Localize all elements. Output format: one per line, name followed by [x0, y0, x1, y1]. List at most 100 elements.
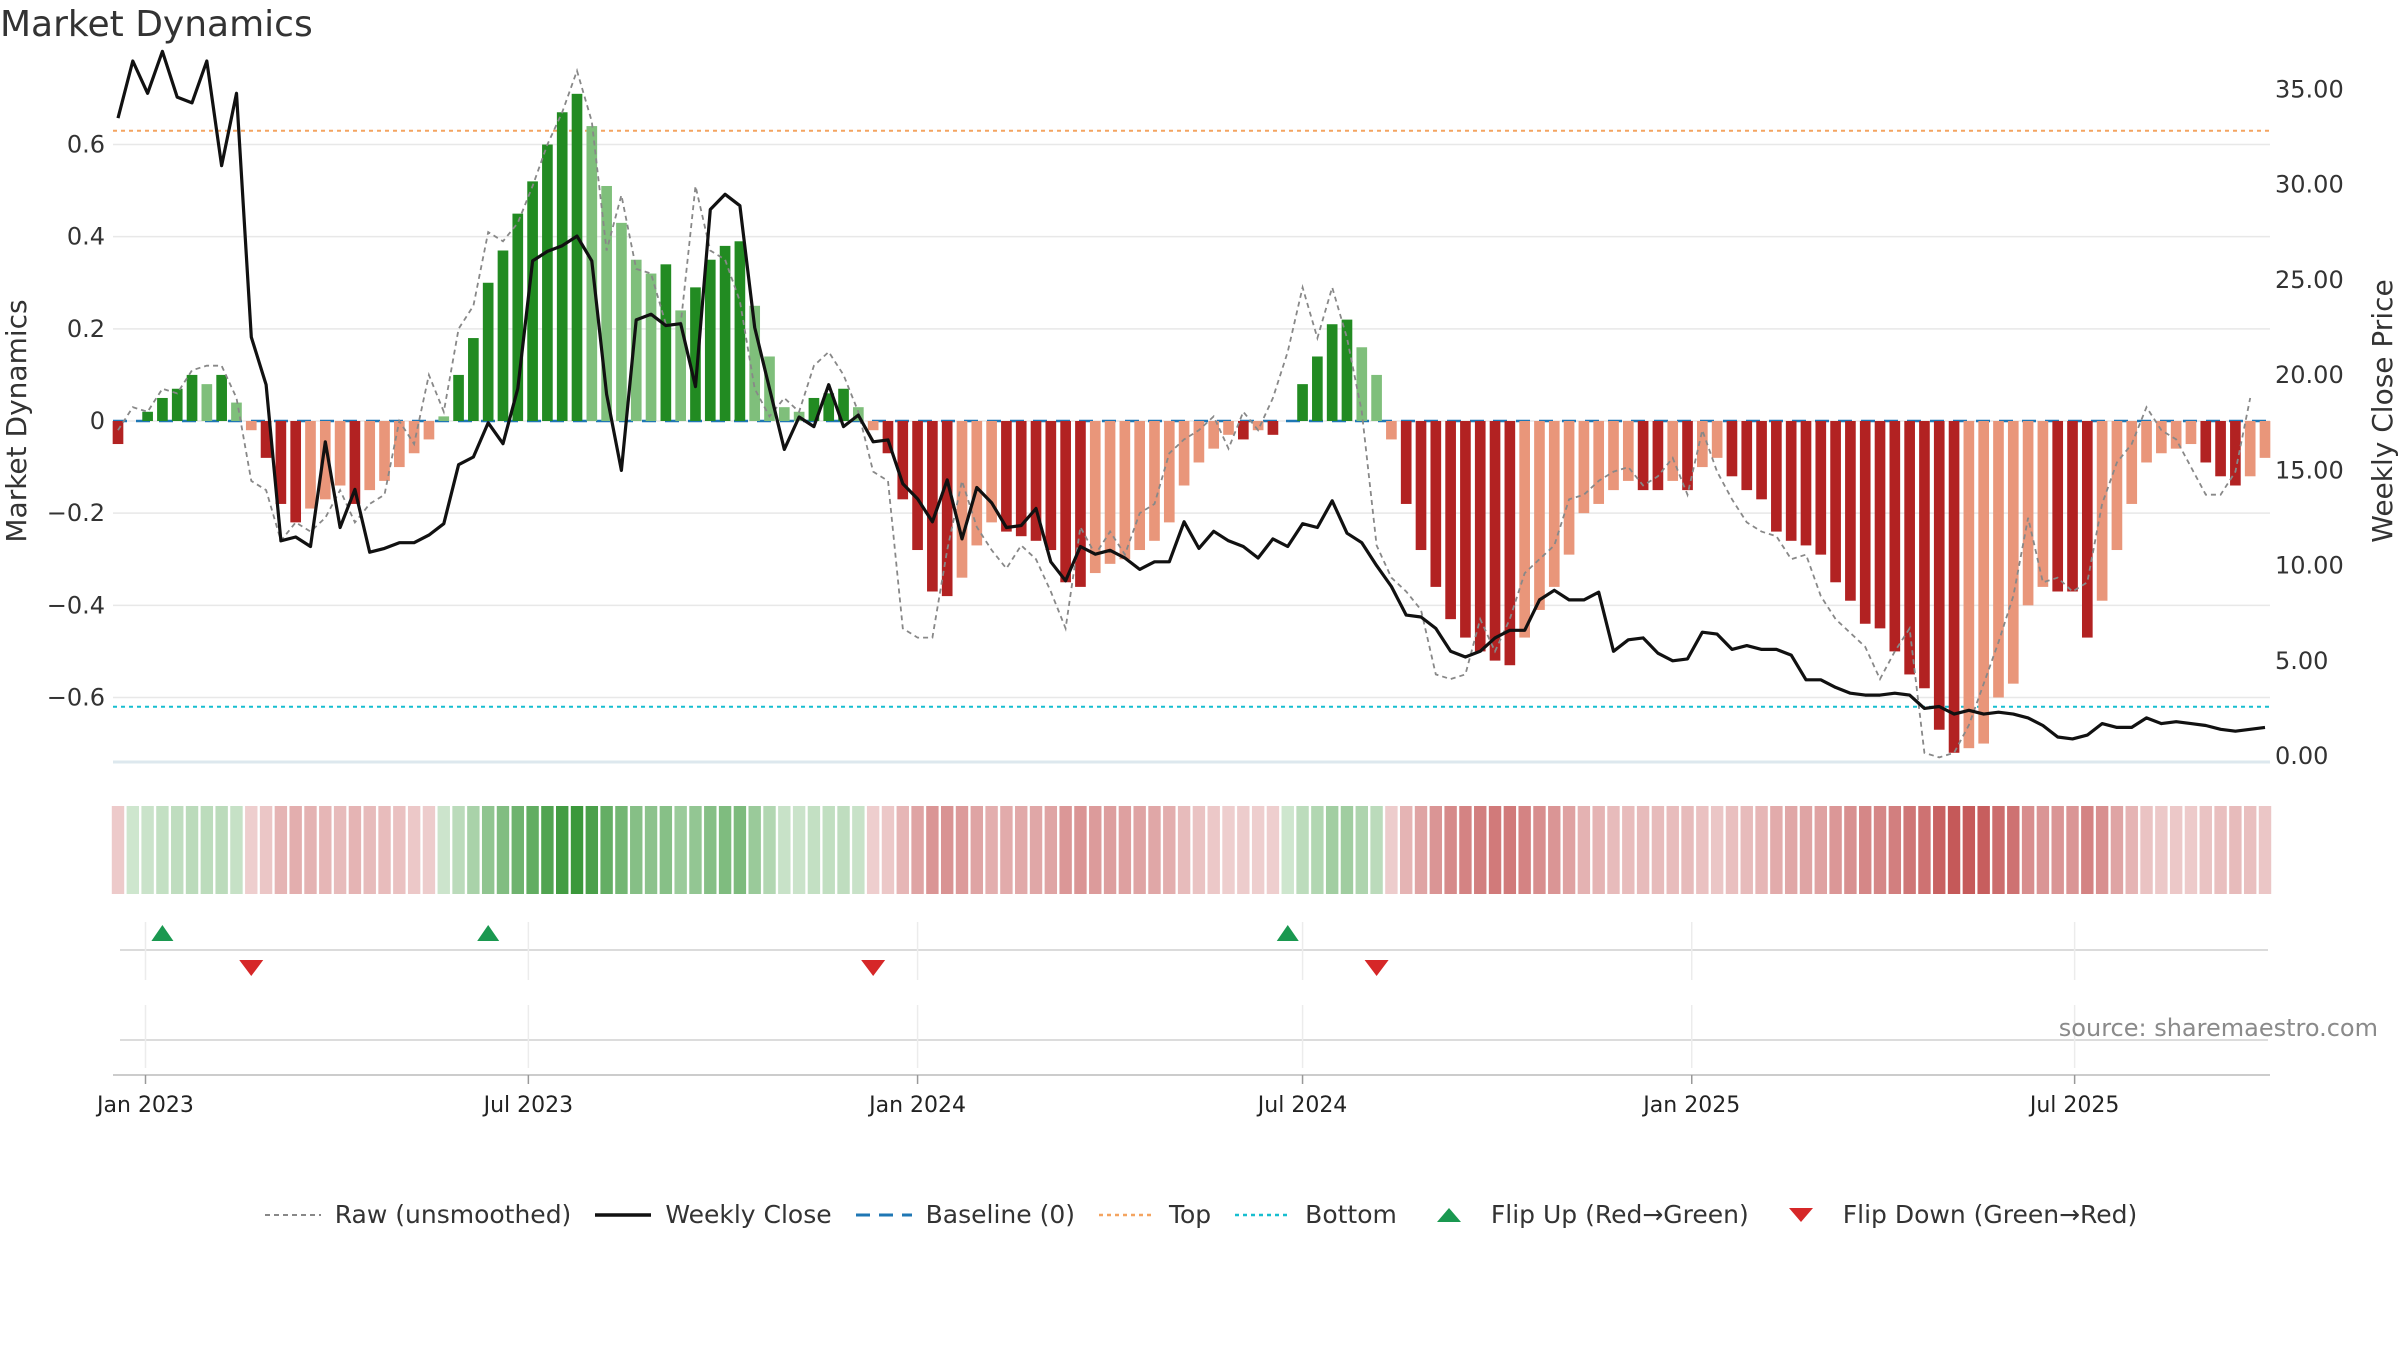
heat-cell [1222, 806, 1235, 894]
dynamics-bar [305, 421, 316, 509]
x-tick-label: Jul 2025 [2028, 1093, 2120, 1118]
flip-up-marker [1276, 925, 1299, 941]
heat-cell [1177, 806, 1191, 894]
heat-cell [1725, 806, 1739, 894]
dynamics-bar [1608, 421, 1619, 491]
heat-cell [496, 806, 510, 894]
heat-cell [141, 806, 154, 894]
dynamics-bar [497, 250, 509, 421]
y-left-tick-label: 0.4 [67, 223, 105, 251]
heat-cell [2021, 806, 2035, 894]
heat-cell [1903, 806, 1916, 894]
heat-cell [126, 806, 140, 894]
heat-cell [422, 806, 436, 894]
heat-cell [2051, 806, 2064, 894]
heat-cell [1296, 806, 1309, 894]
dynamics-bar [245, 421, 257, 431]
x-tick-label: Jan 2024 [867, 1093, 966, 1118]
legend-swatch [1436, 1207, 1461, 1222]
heat-cell [1548, 806, 1561, 894]
heat-cell [2184, 806, 2198, 894]
dynamics-bar [1460, 421, 1471, 638]
dynamics-bar [749, 305, 761, 421]
heat-cell [985, 806, 998, 894]
heat-cell [1562, 806, 1576, 894]
heat-cell [1651, 806, 1665, 894]
heat-cell [1933, 806, 1946, 894]
dynamics-bar [1356, 347, 1368, 421]
dynamics-bar [231, 402, 242, 421]
heat-cell [511, 806, 524, 894]
heat-cell [1474, 806, 1487, 894]
heat-cell [1118, 806, 1132, 894]
x-tick-label: Jul 2023 [482, 1093, 574, 1118]
dynamics-bar [867, 421, 879, 431]
heat-cell [2066, 806, 2079, 894]
legend-item: Top [1097, 1200, 1211, 1229]
legend: Raw (unsmoothed) Weekly Close Baseline (0)… [0, 1200, 2400, 1229]
heat-cell [1103, 806, 1117, 894]
heat-cell [526, 806, 539, 894]
dynamics-bar [1859, 421, 1871, 624]
heat-cell [1962, 806, 1976, 894]
heat-cell [1710, 806, 1724, 894]
y-right-tick-label: 35.00 [2275, 76, 2344, 104]
y-left-tick-label: 0.2 [67, 315, 105, 343]
heat-cell [1163, 806, 1176, 894]
line-series [116, 49, 2266, 759]
heat-cell [1488, 806, 1502, 894]
dynamics-bar [1489, 421, 1501, 661]
heat-cell [2095, 806, 2109, 894]
flip-up-marker [477, 925, 500, 941]
heat-cell [1237, 806, 1250, 894]
heat-cell [1622, 806, 1635, 894]
y-right-tick-label: 10.00 [2275, 552, 2344, 580]
y-left-tick-label: −0.2 [47, 499, 105, 527]
dynamics-bar [1089, 421, 1101, 574]
heat-cell [1192, 806, 1206, 894]
legend-item: Weekly Close [593, 1200, 832, 1229]
legend-label: Raw (unsmoothed) [334, 1200, 572, 1229]
heat-cell [881, 806, 895, 894]
heat-cell [1592, 806, 1605, 894]
y-right-tick-label: 25.00 [2275, 266, 2344, 294]
dynamics-bar [838, 388, 849, 421]
dynamics-bar [1978, 421, 1989, 744]
heat-cell [200, 806, 214, 894]
dynamics-bar [1267, 421, 1279, 435]
legend-item: Baseline (0) [854, 1200, 1075, 1229]
legend-swatch [1098, 1213, 1155, 1216]
dynamics-bar [2052, 421, 2064, 592]
heat-cell [1340, 806, 1354, 894]
flip-down-marker [861, 960, 886, 976]
heat-cell [1696, 806, 1709, 894]
dynamics-bar [645, 273, 657, 421]
dynamics-bar [1119, 421, 1131, 560]
dynamics-bar [660, 264, 672, 421]
heat-cell [481, 806, 495, 894]
dynamics-bar [275, 421, 287, 504]
y-left-axis-label: Market Dynamics [0, 299, 33, 542]
heat-cell [644, 806, 658, 894]
dynamics-bar [897, 421, 909, 500]
flip-markers [120, 922, 2268, 980]
dynamics-bar [1252, 421, 1264, 431]
chart-title: Market Dynamics [0, 4, 313, 45]
dynamics-bar [349, 421, 361, 504]
dynamics-bar [1815, 421, 1827, 555]
dynamics-bar [1430, 421, 1442, 587]
heat-cell [748, 806, 761, 894]
legend-swatch [1788, 1207, 1813, 1222]
y-right-axis-label: Weekly Close Price [2366, 279, 2399, 542]
dynamics-bar [1800, 421, 1812, 546]
heat-cell [615, 806, 628, 894]
y-right-tick-label: 0.00 [2275, 742, 2328, 770]
dynamics-bar [408, 421, 420, 454]
dynamics-bar [1415, 421, 1427, 551]
heat-cell [1429, 806, 1443, 894]
dynamics-bar [482, 282, 494, 421]
heat-cell [1784, 806, 1798, 894]
heat-cell [2036, 806, 2050, 894]
raw-line [117, 67, 2252, 759]
